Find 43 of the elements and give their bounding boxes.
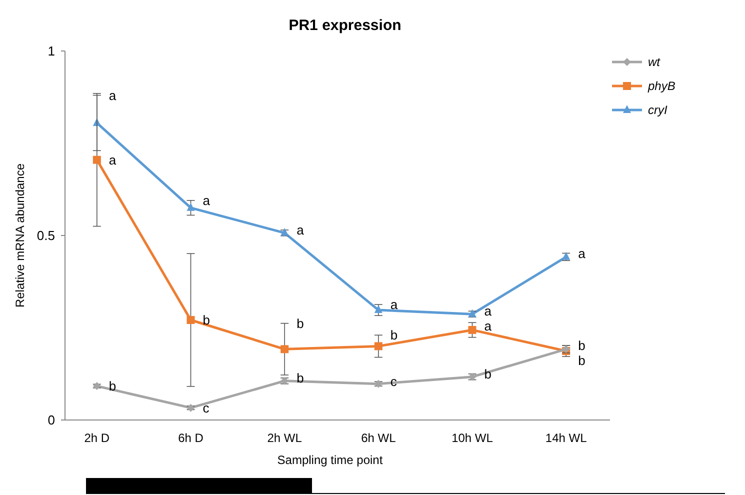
x-axis-title: Sampling time point [277,453,384,467]
annotation: a [296,222,305,238]
annotation: a [578,246,586,261]
annotation: a [202,192,211,208]
annotation: b [484,366,492,382]
annotation: b [296,370,304,386]
legend-label: wt [648,55,661,70]
x-tick-label: 2h D [84,431,110,445]
point [374,305,382,314]
annotation: b [296,316,304,331]
x-tick-label: 6h D [178,431,204,445]
y-tick-label: 1 [48,44,55,59]
point [186,316,195,324]
x-tick-label: 14h WL [545,431,588,445]
point [92,382,101,390]
annotation: b [390,328,398,343]
legend-label: phyB [647,79,676,94]
annotation: c [390,374,398,390]
annotation: a [390,297,398,312]
y-axis-title: Relative mRNA abundance [13,163,27,308]
point [374,342,382,350]
annotation: b [108,378,116,394]
chart-title: PR1 expression [288,17,402,34]
legend-label: cryI [648,103,668,118]
point [186,404,195,412]
annotation: b [578,353,586,368]
point [92,156,101,164]
annotation: a [484,318,492,334]
x-tick-label: 10h WL [452,431,494,445]
point [468,326,476,334]
y-tick-label: 0.5 [36,228,55,244]
point [280,228,289,236]
x-tick-label: 6h WL [361,431,396,445]
annotation: c [202,400,210,416]
annotation: b [202,312,210,328]
annotation: a [108,88,117,103]
annotation: a [484,304,492,319]
x-tick-label: 2h WL [267,431,302,445]
point [186,202,195,211]
annotation: b [578,338,586,354]
y-tick-label: 0 [48,412,55,428]
annotation: a [108,152,117,168]
point [280,345,289,354]
